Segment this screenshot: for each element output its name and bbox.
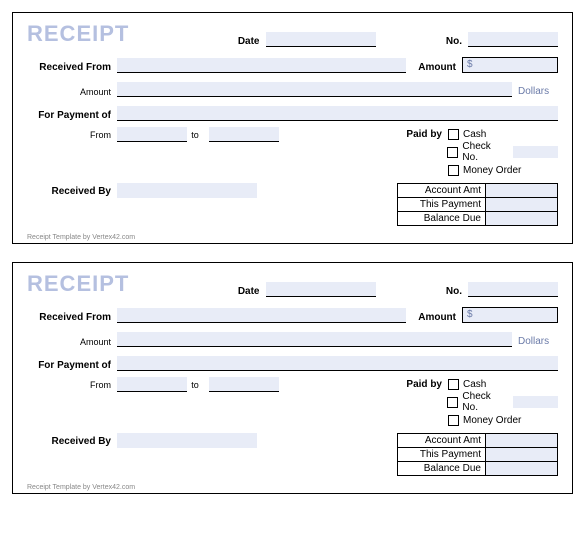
amount-field[interactable]: $	[462, 57, 558, 73]
to-label: to	[187, 377, 209, 390]
no-field[interactable]	[468, 282, 558, 297]
check-label: Check No.	[462, 141, 508, 163]
received-from-field[interactable]	[117, 308, 406, 323]
account-amt-field[interactable]	[486, 434, 558, 448]
no-label: No.	[438, 36, 468, 47]
balance-due-label: Balance Due	[398, 462, 486, 476]
receipt-title: RECEIPT	[27, 271, 167, 297]
currency-symbol: $	[467, 309, 473, 320]
received-by-field[interactable]	[117, 183, 257, 198]
paid-by-label: Paid by	[398, 379, 448, 390]
amount-words-label: Amount	[27, 337, 117, 347]
this-payment-field[interactable]	[486, 448, 558, 462]
balance-due-field[interactable]	[486, 212, 558, 226]
money-order-label: Money Order	[463, 165, 521, 176]
to-field[interactable]	[209, 127, 279, 142]
cash-checkbox[interactable]	[448, 379, 459, 390]
amount-words-field[interactable]	[117, 82, 512, 97]
from-field[interactable]	[117, 377, 187, 392]
for-payment-field[interactable]	[117, 356, 558, 371]
balance-due-field[interactable]	[486, 462, 558, 476]
from-label: From	[27, 377, 117, 390]
account-amt-field[interactable]	[486, 184, 558, 198]
for-payment-label: For Payment of	[27, 110, 117, 121]
received-from-label: Received From	[27, 62, 117, 73]
receipt-title: RECEIPT	[27, 21, 167, 47]
this-payment-label: This Payment	[398, 448, 486, 462]
from-field[interactable]	[117, 127, 187, 142]
cash-checkbox[interactable]	[448, 129, 459, 140]
to-label: to	[187, 127, 209, 140]
balance-due-label: Balance Due	[398, 212, 486, 226]
date-field[interactable]	[266, 32, 376, 47]
date-label: Date	[230, 286, 266, 297]
check-no-field[interactable]	[513, 396, 558, 408]
summary-table: Account Amt This Payment Balance Due	[397, 433, 558, 476]
dollars-label: Dollars	[512, 86, 558, 97]
received-from-label: Received From	[27, 312, 117, 323]
date-label: Date	[230, 36, 266, 47]
cash-label: Cash	[463, 129, 486, 140]
money-order-checkbox[interactable]	[448, 415, 459, 426]
check-checkbox[interactable]	[447, 147, 458, 158]
money-order-checkbox[interactable]	[448, 165, 459, 176]
money-order-label: Money Order	[463, 415, 521, 426]
for-payment-field[interactable]	[117, 106, 558, 121]
received-by-field[interactable]	[117, 433, 257, 448]
amount-words-field[interactable]	[117, 332, 512, 347]
cash-label: Cash	[463, 379, 486, 390]
no-label: No.	[438, 286, 468, 297]
this-payment-label: This Payment	[398, 198, 486, 212]
from-label: From	[27, 127, 117, 140]
check-no-field[interactable]	[513, 146, 558, 158]
amount-label: Amount	[406, 312, 462, 323]
no-field[interactable]	[468, 32, 558, 47]
receipt-2: RECEIPT Date No. Received From Amount $ …	[12, 262, 573, 494]
account-amt-label: Account Amt	[398, 434, 486, 448]
footer-text: Receipt Template by Vertex42.com	[27, 482, 558, 491]
to-field[interactable]	[209, 377, 279, 392]
date-field[interactable]	[266, 282, 376, 297]
check-label: Check No.	[462, 391, 508, 413]
received-from-field[interactable]	[117, 58, 406, 73]
amount-label: Amount	[406, 62, 462, 73]
receipt-1: RECEIPT Date No. Received From Amount $ …	[12, 12, 573, 244]
this-payment-field[interactable]	[486, 198, 558, 212]
account-amt-label: Account Amt	[398, 184, 486, 198]
summary-table: Account Amt This Payment Balance Due	[397, 183, 558, 226]
amount-words-label: Amount	[27, 87, 117, 97]
check-checkbox[interactable]	[447, 397, 458, 408]
dollars-label: Dollars	[512, 336, 558, 347]
amount-field[interactable]: $	[462, 307, 558, 323]
footer-text: Receipt Template by Vertex42.com	[27, 232, 558, 241]
received-by-label: Received By	[27, 433, 117, 447]
paid-by-label: Paid by	[398, 129, 448, 140]
currency-symbol: $	[467, 59, 473, 70]
received-by-label: Received By	[27, 183, 117, 197]
for-payment-label: For Payment of	[27, 360, 117, 371]
